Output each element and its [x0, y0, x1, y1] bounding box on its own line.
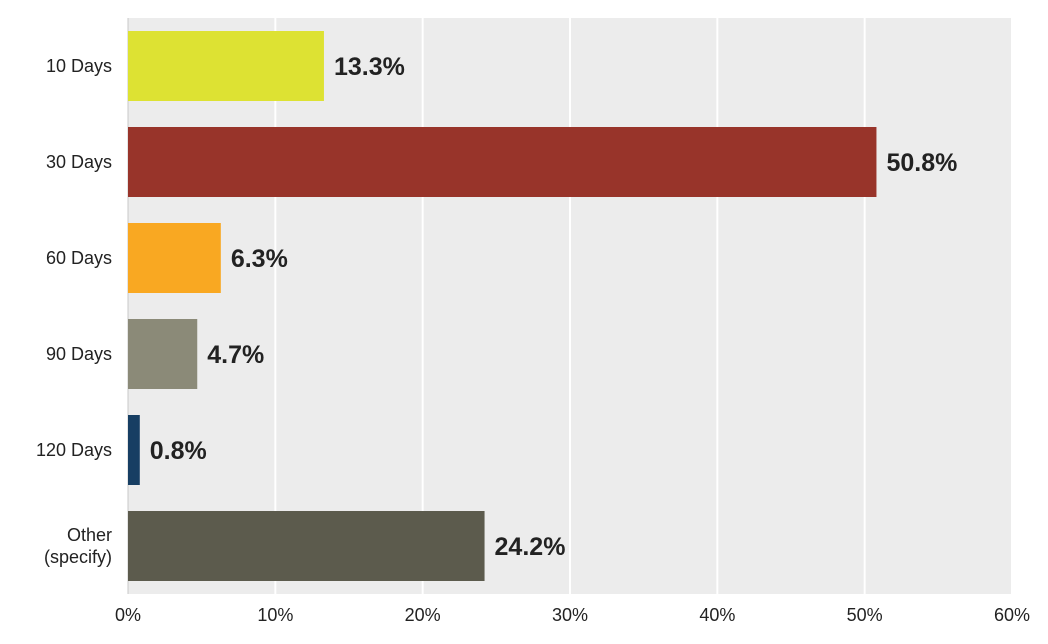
x-tick-labels: 0% 10% 20% 30% 40% 50% 60% — [115, 605, 1030, 625]
bar-0 — [128, 31, 324, 101]
category-label-0: 10 Days — [46, 56, 112, 76]
category-label-line: 10 Days — [46, 56, 112, 76]
x-tick-label-30: 30% — [552, 605, 588, 625]
category-label-line: (specify) — [44, 547, 112, 567]
bar-1 — [128, 127, 877, 197]
category-label-3: 90 Days — [46, 344, 112, 364]
category-label-line: 90 Days — [46, 344, 112, 364]
bars: 13.3% 50.8% 6.3% 4.7% 0.8% 24.2% — [128, 31, 957, 581]
bar-3 — [128, 319, 198, 389]
bar-4 — [128, 415, 140, 485]
x-tick-label-0: 0% — [115, 605, 141, 625]
value-label-3: 4.7% — [207, 341, 264, 369]
category-label-line: 30 Days — [46, 152, 112, 172]
category-label-line: Other — [67, 525, 112, 545]
value-label-5: 24.2% — [495, 533, 566, 561]
x-tick-label-40: 40% — [699, 605, 735, 625]
category-labels: 10 Days 30 Days 60 Days 90 Days 120 Days Othe… — [36, 56, 112, 567]
bar-5 — [128, 511, 485, 581]
category-label-line: 60 Days — [46, 248, 112, 268]
value-label-4: 0.8% — [150, 437, 207, 465]
value-label-0: 13.3% — [334, 53, 405, 81]
gridlines — [274, 18, 1013, 594]
bar-2 — [128, 223, 221, 293]
category-label-4: 120 Days — [36, 440, 112, 460]
value-label-1: 50.8% — [886, 149, 957, 177]
category-label-line: 120 Days — [36, 440, 112, 460]
category-label-2: 60 Days — [46, 248, 112, 268]
x-tick-label-10: 10% — [257, 605, 293, 625]
category-label-1: 30 Days — [46, 152, 112, 172]
x-tick-label-20: 20% — [405, 605, 441, 625]
category-label-5: Other (specify) — [44, 525, 112, 567]
value-label-2: 6.3% — [231, 245, 288, 273]
x-tick-label-60: 60% — [994, 605, 1030, 625]
x-tick-label-50: 50% — [847, 605, 883, 625]
